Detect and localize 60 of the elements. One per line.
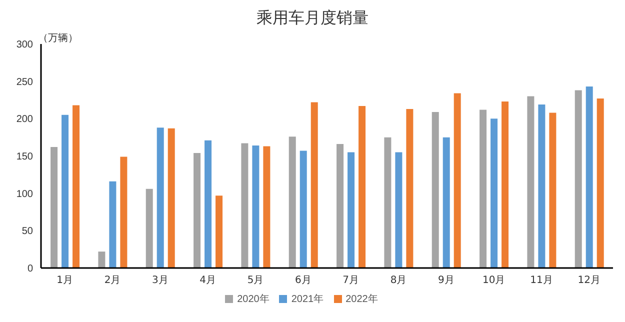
x-tick-label: 10月 xyxy=(482,275,506,286)
bar xyxy=(120,156,128,268)
bar xyxy=(204,140,212,268)
bar xyxy=(50,147,58,268)
y-tick-label: 150 xyxy=(16,152,34,163)
bar xyxy=(348,152,355,268)
x-tick-label: 1月 xyxy=(56,275,74,286)
x-tick-label: 9月 xyxy=(438,275,454,286)
bar xyxy=(263,146,270,268)
x-tick-label: 8月 xyxy=(390,275,407,286)
x-tick-label: 7月 xyxy=(342,275,360,286)
bar xyxy=(406,108,414,268)
bar xyxy=(549,112,556,268)
legend-label: 2021年 xyxy=(291,294,324,305)
bar xyxy=(146,188,153,268)
x-tick-label: 4月 xyxy=(200,275,216,286)
bar xyxy=(527,96,534,268)
legend-label: 2020年 xyxy=(237,294,270,305)
bar xyxy=(358,106,366,268)
bar xyxy=(109,181,116,268)
bar xyxy=(72,105,80,268)
bar xyxy=(395,152,402,268)
x-tick-label: 5月 xyxy=(247,275,264,286)
y-tick-label: 200 xyxy=(16,114,34,126)
y-tick-label: 50 xyxy=(22,226,34,238)
y-tick-label: 100 xyxy=(16,188,34,200)
bar xyxy=(216,196,223,268)
bar xyxy=(156,128,164,268)
x-tick-label: 6月 xyxy=(294,275,312,286)
bar xyxy=(574,90,582,268)
bar xyxy=(384,137,392,268)
bar xyxy=(194,153,201,268)
y-axis-title: （万辆） xyxy=(38,32,78,45)
bar xyxy=(252,146,260,268)
bar xyxy=(300,150,307,268)
bar xyxy=(62,114,69,268)
bar xyxy=(502,101,509,268)
bar xyxy=(442,137,450,268)
bar xyxy=(241,143,248,268)
chart-title: 乘用车月度销量 xyxy=(256,8,370,29)
x-tick-label: 3月 xyxy=(152,275,168,286)
bar xyxy=(168,128,175,268)
x-tick-label: 11月 xyxy=(530,275,553,286)
bar xyxy=(336,144,344,268)
y-tick-label: 300 xyxy=(16,40,34,51)
bar xyxy=(538,104,546,268)
legend-label: 2022年 xyxy=(346,294,378,305)
bar xyxy=(490,118,498,268)
bar xyxy=(596,98,604,268)
bar xyxy=(454,93,461,268)
bar xyxy=(432,112,439,268)
y-tick-label: 250 xyxy=(16,76,34,88)
bar xyxy=(480,110,487,268)
bar xyxy=(98,252,106,268)
x-tick-label: 2月 xyxy=(104,275,121,286)
y-tick-label: 0 xyxy=(27,264,34,275)
bar xyxy=(310,102,318,268)
x-tick-label: 12月 xyxy=(578,275,601,286)
bar xyxy=(586,86,593,268)
bar xyxy=(288,136,296,268)
